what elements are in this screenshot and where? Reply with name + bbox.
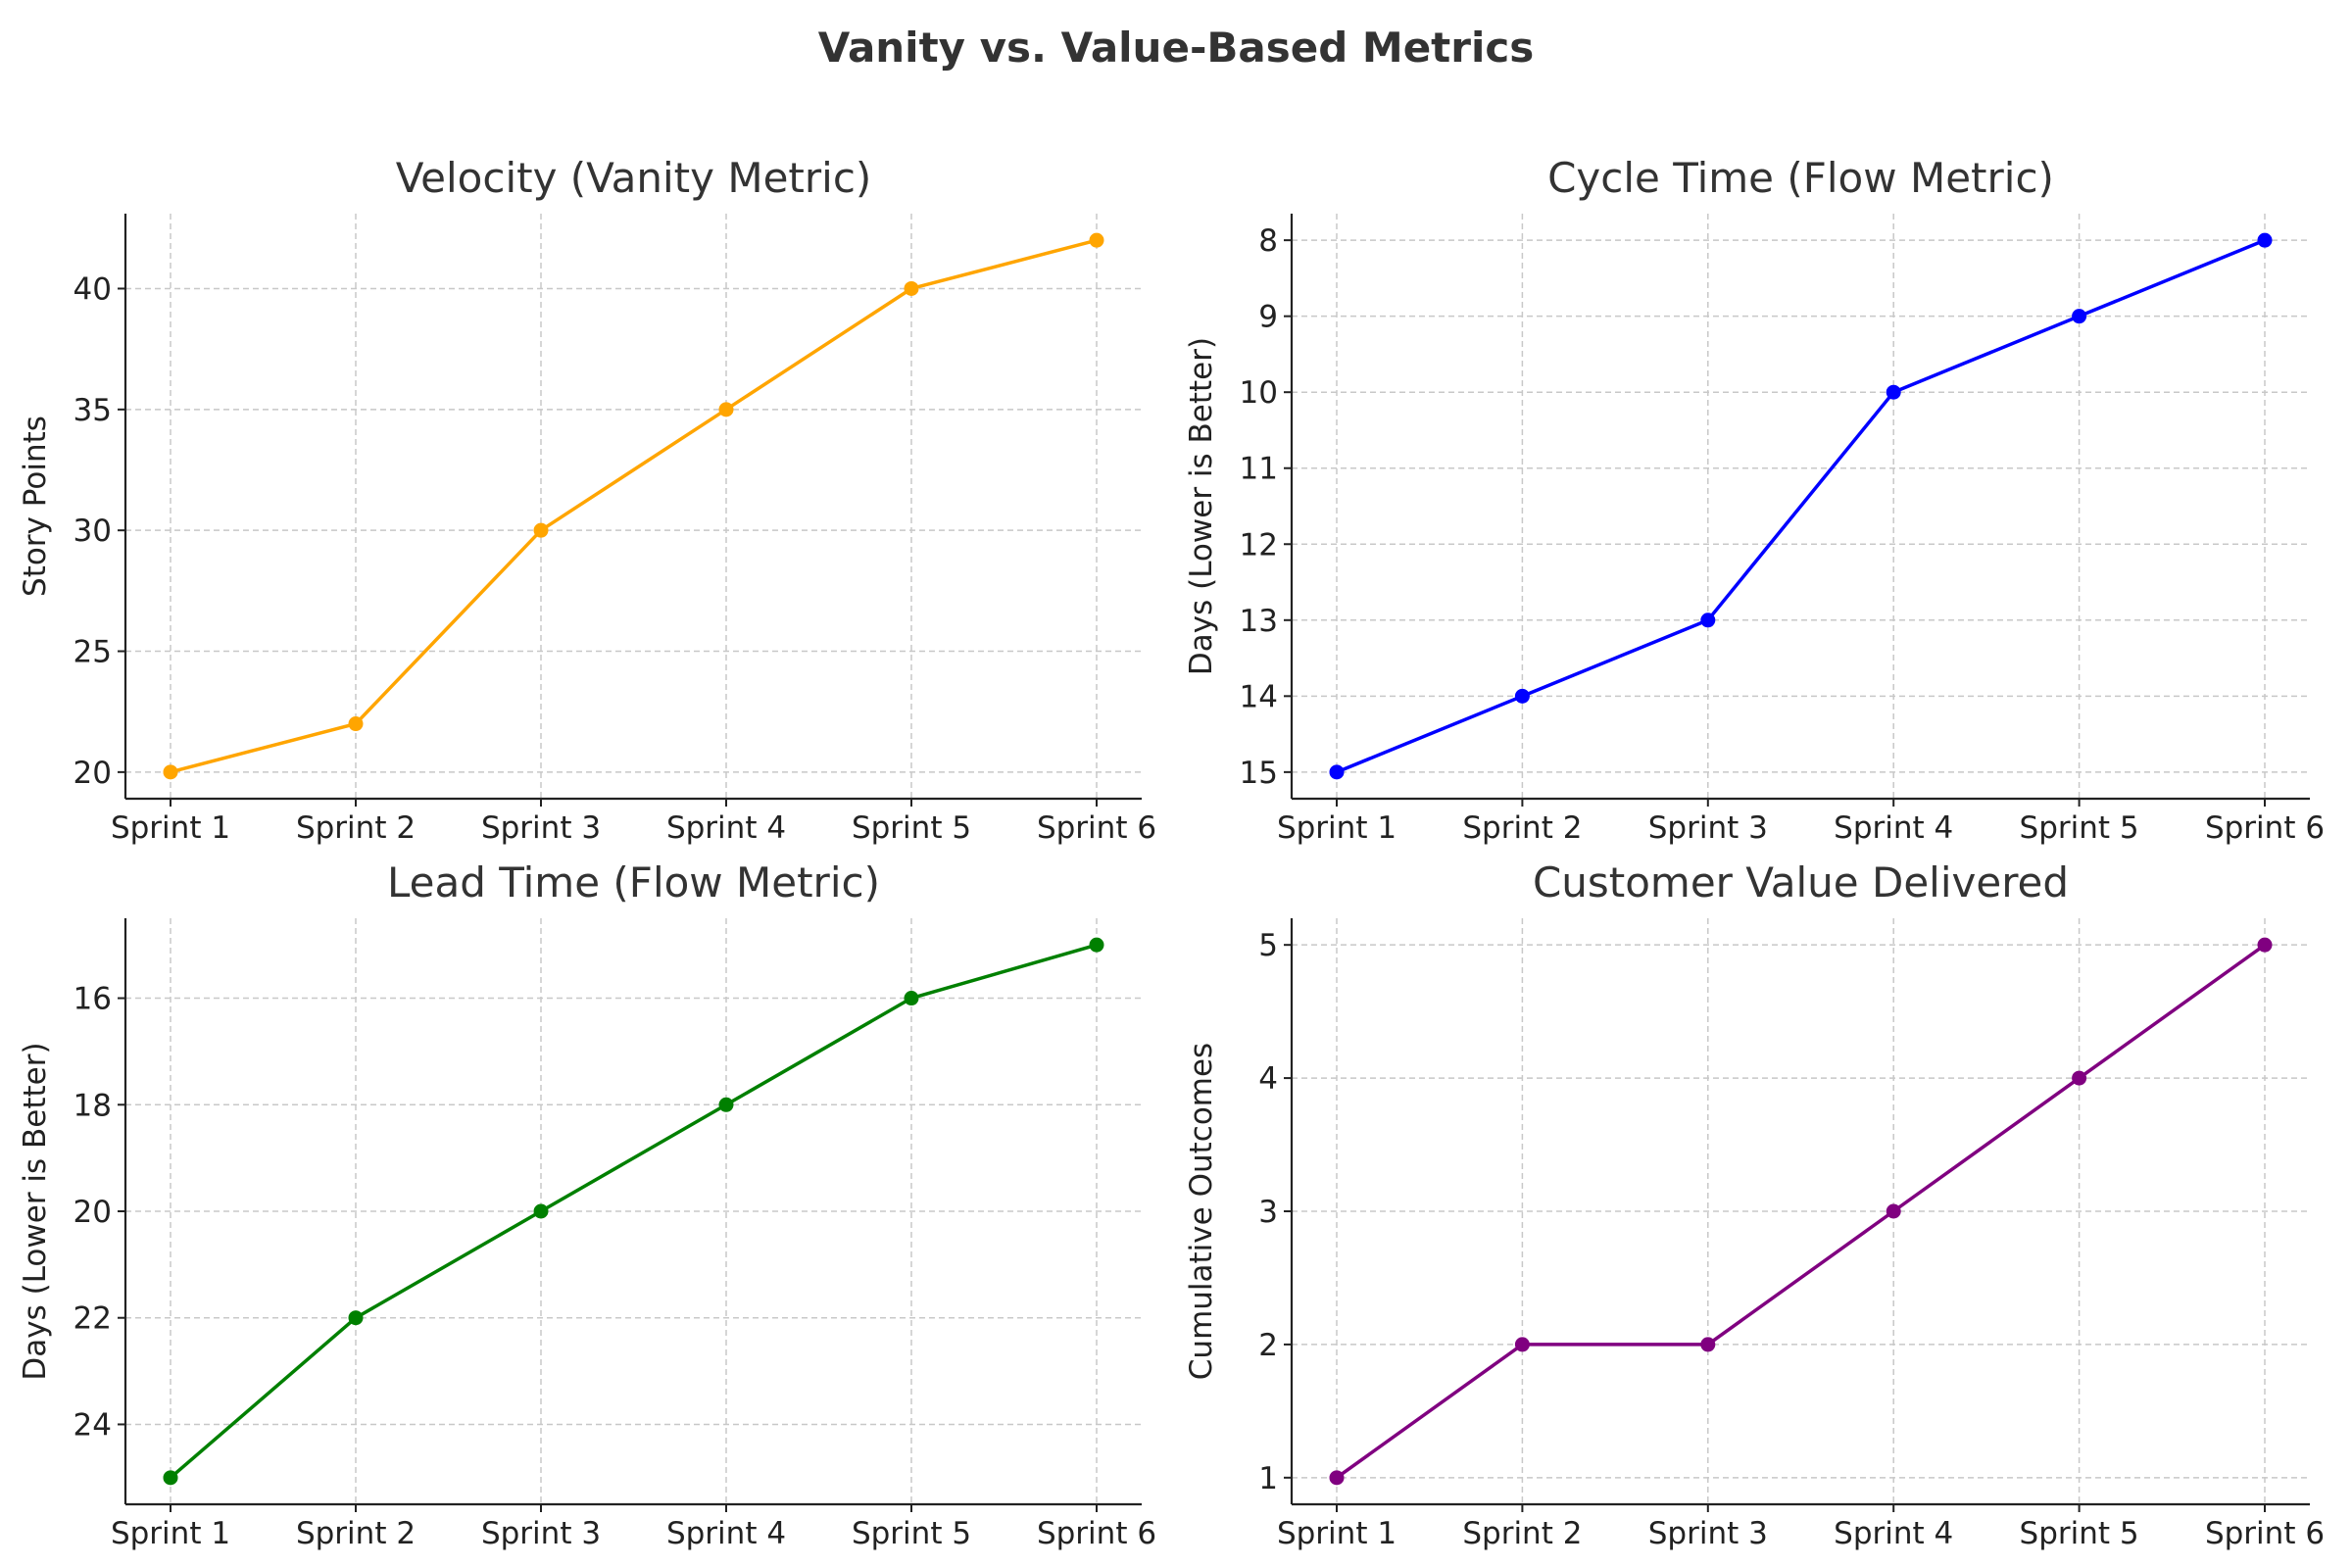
x-tick-label-sprint-6: Sprint 6 <box>2205 810 2325 846</box>
chart-panel-3: Sprint 1 Sprint 2 Sprint 3 Sprint 4 Sprint 5… <box>18 858 1156 1551</box>
chart-title: Lead Time (Flow Metric) <box>387 858 880 906</box>
data-point-sprint-5 <box>904 991 919 1006</box>
x-tick-label-sprint-3: Sprint 3 <box>1648 1516 1768 1551</box>
data-point-sprint-2 <box>348 716 364 732</box>
data-point-sprint-6 <box>1089 937 1104 953</box>
series-line <box>169 943 1098 1480</box>
data-point-sprint-3 <box>533 522 549 538</box>
data-point-sprint-3 <box>1700 612 1716 628</box>
data-point-sprint-6 <box>1089 232 1104 248</box>
x-tick-label-sprint-4: Sprint 4 <box>666 1516 786 1551</box>
x-tick-label-sprint-6: Sprint 6 <box>1037 1516 1156 1551</box>
data-point-sprint-3 <box>1700 1337 1716 1352</box>
x-tick-label-sprint-4: Sprint 4 <box>1834 810 1953 846</box>
data-point-sprint-2 <box>348 1310 364 1326</box>
data-point-sprint-4 <box>718 402 734 417</box>
x-tick-label-sprint-2: Sprint 2 <box>1462 1516 1582 1551</box>
y-tick-label-5: 5 <box>1258 928 1278 963</box>
y-tick-label-18: 18 <box>74 1088 112 1123</box>
figure-title: Vanity vs. Value-Based Metrics <box>818 24 1535 72</box>
data-point-sprint-1 <box>163 764 178 780</box>
x-tick-label-sprint-4: Sprint 4 <box>666 810 786 846</box>
y-tick-label-16: 16 <box>74 982 112 1017</box>
chart-panel-1: Sprint 1 Sprint 2 Sprint 3 Sprint 4 Sprint 5… <box>18 154 1156 846</box>
data-point-sprint-4 <box>718 1097 734 1112</box>
y-tick-label-15: 15 <box>1240 756 1278 791</box>
y-tick-label-40: 40 <box>74 271 112 307</box>
y-tick-label-2: 2 <box>1258 1328 1278 1363</box>
y-tick-label-9: 9 <box>1258 300 1278 335</box>
series-line <box>1336 238 2266 774</box>
y-tick-label-20: 20 <box>74 756 112 791</box>
x-tick-label-sprint-4: Sprint 4 <box>1834 1516 1953 1551</box>
x-tick-label-sprint-6: Sprint 6 <box>2205 1516 2325 1551</box>
data-point-sprint-6 <box>2257 232 2273 248</box>
y-axis-label: Days (Lower is Better) <box>18 1042 53 1380</box>
chart-panel-2: Sprint 1 Sprint 2 Sprint 3 Sprint 4 Sprint 5… <box>1184 154 2325 846</box>
x-tick-label-sprint-3: Sprint 3 <box>481 1516 601 1551</box>
data-point-sprint-2 <box>1514 1337 1530 1352</box>
series-line <box>1335 943 2267 1480</box>
x-tick-label-sprint-3: Sprint 3 <box>481 810 601 846</box>
y-tick-label-14: 14 <box>1240 679 1278 714</box>
data-point-sprint-3 <box>533 1203 549 1219</box>
y-tick-label-24: 24 <box>74 1407 112 1443</box>
data-point-sprint-1 <box>1329 764 1345 780</box>
y-axis-label: Story Points <box>18 416 53 597</box>
series-line <box>170 238 1098 774</box>
y-tick-label-3: 3 <box>1258 1195 1278 1230</box>
data-point-sprint-5 <box>904 280 919 296</box>
x-tick-label-sprint-5: Sprint 5 <box>2020 1516 2139 1551</box>
y-axis-label: Days (Lower is Better) <box>1184 337 1219 675</box>
y-tick-label-30: 30 <box>74 514 112 549</box>
chart-panel-4: Sprint 1 Sprint 2 Sprint 3 Sprint 4 Sprint 5… <box>1184 858 2325 1551</box>
y-tick-label-8: 8 <box>1258 223 1278 259</box>
data-point-sprint-1 <box>163 1470 178 1486</box>
y-tick-label-13: 13 <box>1240 604 1278 639</box>
x-tick-label-sprint-2: Sprint 2 <box>296 810 416 846</box>
data-point-sprint-6 <box>2257 937 2273 953</box>
chart-title: Cycle Time (Flow Metric) <box>1547 154 2054 202</box>
y-tick-label-22: 22 <box>74 1301 112 1337</box>
data-point-sprint-4 <box>1886 384 1901 400</box>
x-tick-label-sprint-1: Sprint 1 <box>1277 810 1396 846</box>
x-tick-label-sprint-6: Sprint 6 <box>1037 810 1156 846</box>
x-tick-label-sprint-5: Sprint 5 <box>2020 810 2139 846</box>
y-tick-label-11: 11 <box>1240 452 1278 487</box>
x-tick-label-sprint-5: Sprint 5 <box>852 1516 971 1551</box>
y-tick-label-25: 25 <box>74 635 112 670</box>
data-point-sprint-5 <box>2072 309 2087 324</box>
x-tick-label-sprint-1: Sprint 1 <box>1277 1516 1396 1551</box>
chart-title: Customer Value Delivered <box>1533 858 2069 906</box>
data-point-sprint-2 <box>1514 688 1530 704</box>
x-tick-label-sprint-1: Sprint 1 <box>111 1516 230 1551</box>
y-tick-label-35: 35 <box>74 393 112 428</box>
y-tick-label-4: 4 <box>1258 1061 1278 1097</box>
chart-title: Velocity (Vanity Metric) <box>396 154 872 202</box>
x-tick-label-sprint-5: Sprint 5 <box>852 810 971 846</box>
x-tick-label-sprint-1: Sprint 1 <box>111 810 230 846</box>
y-tick-label-10: 10 <box>1240 375 1278 411</box>
data-point-sprint-4 <box>1886 1203 1901 1219</box>
y-tick-label-20: 20 <box>74 1195 112 1230</box>
y-tick-label-1: 1 <box>1258 1461 1278 1496</box>
x-tick-label-sprint-2: Sprint 2 <box>1462 810 1582 846</box>
y-axis-label: Cumulative Outcomes <box>1184 1043 1219 1380</box>
x-tick-label-sprint-2: Sprint 2 <box>296 1516 416 1551</box>
data-point-sprint-1 <box>1329 1470 1345 1486</box>
data-point-sprint-5 <box>2072 1070 2087 1086</box>
y-tick-label-12: 12 <box>1240 527 1278 563</box>
x-tick-label-sprint-3: Sprint 3 <box>1648 810 1768 846</box>
